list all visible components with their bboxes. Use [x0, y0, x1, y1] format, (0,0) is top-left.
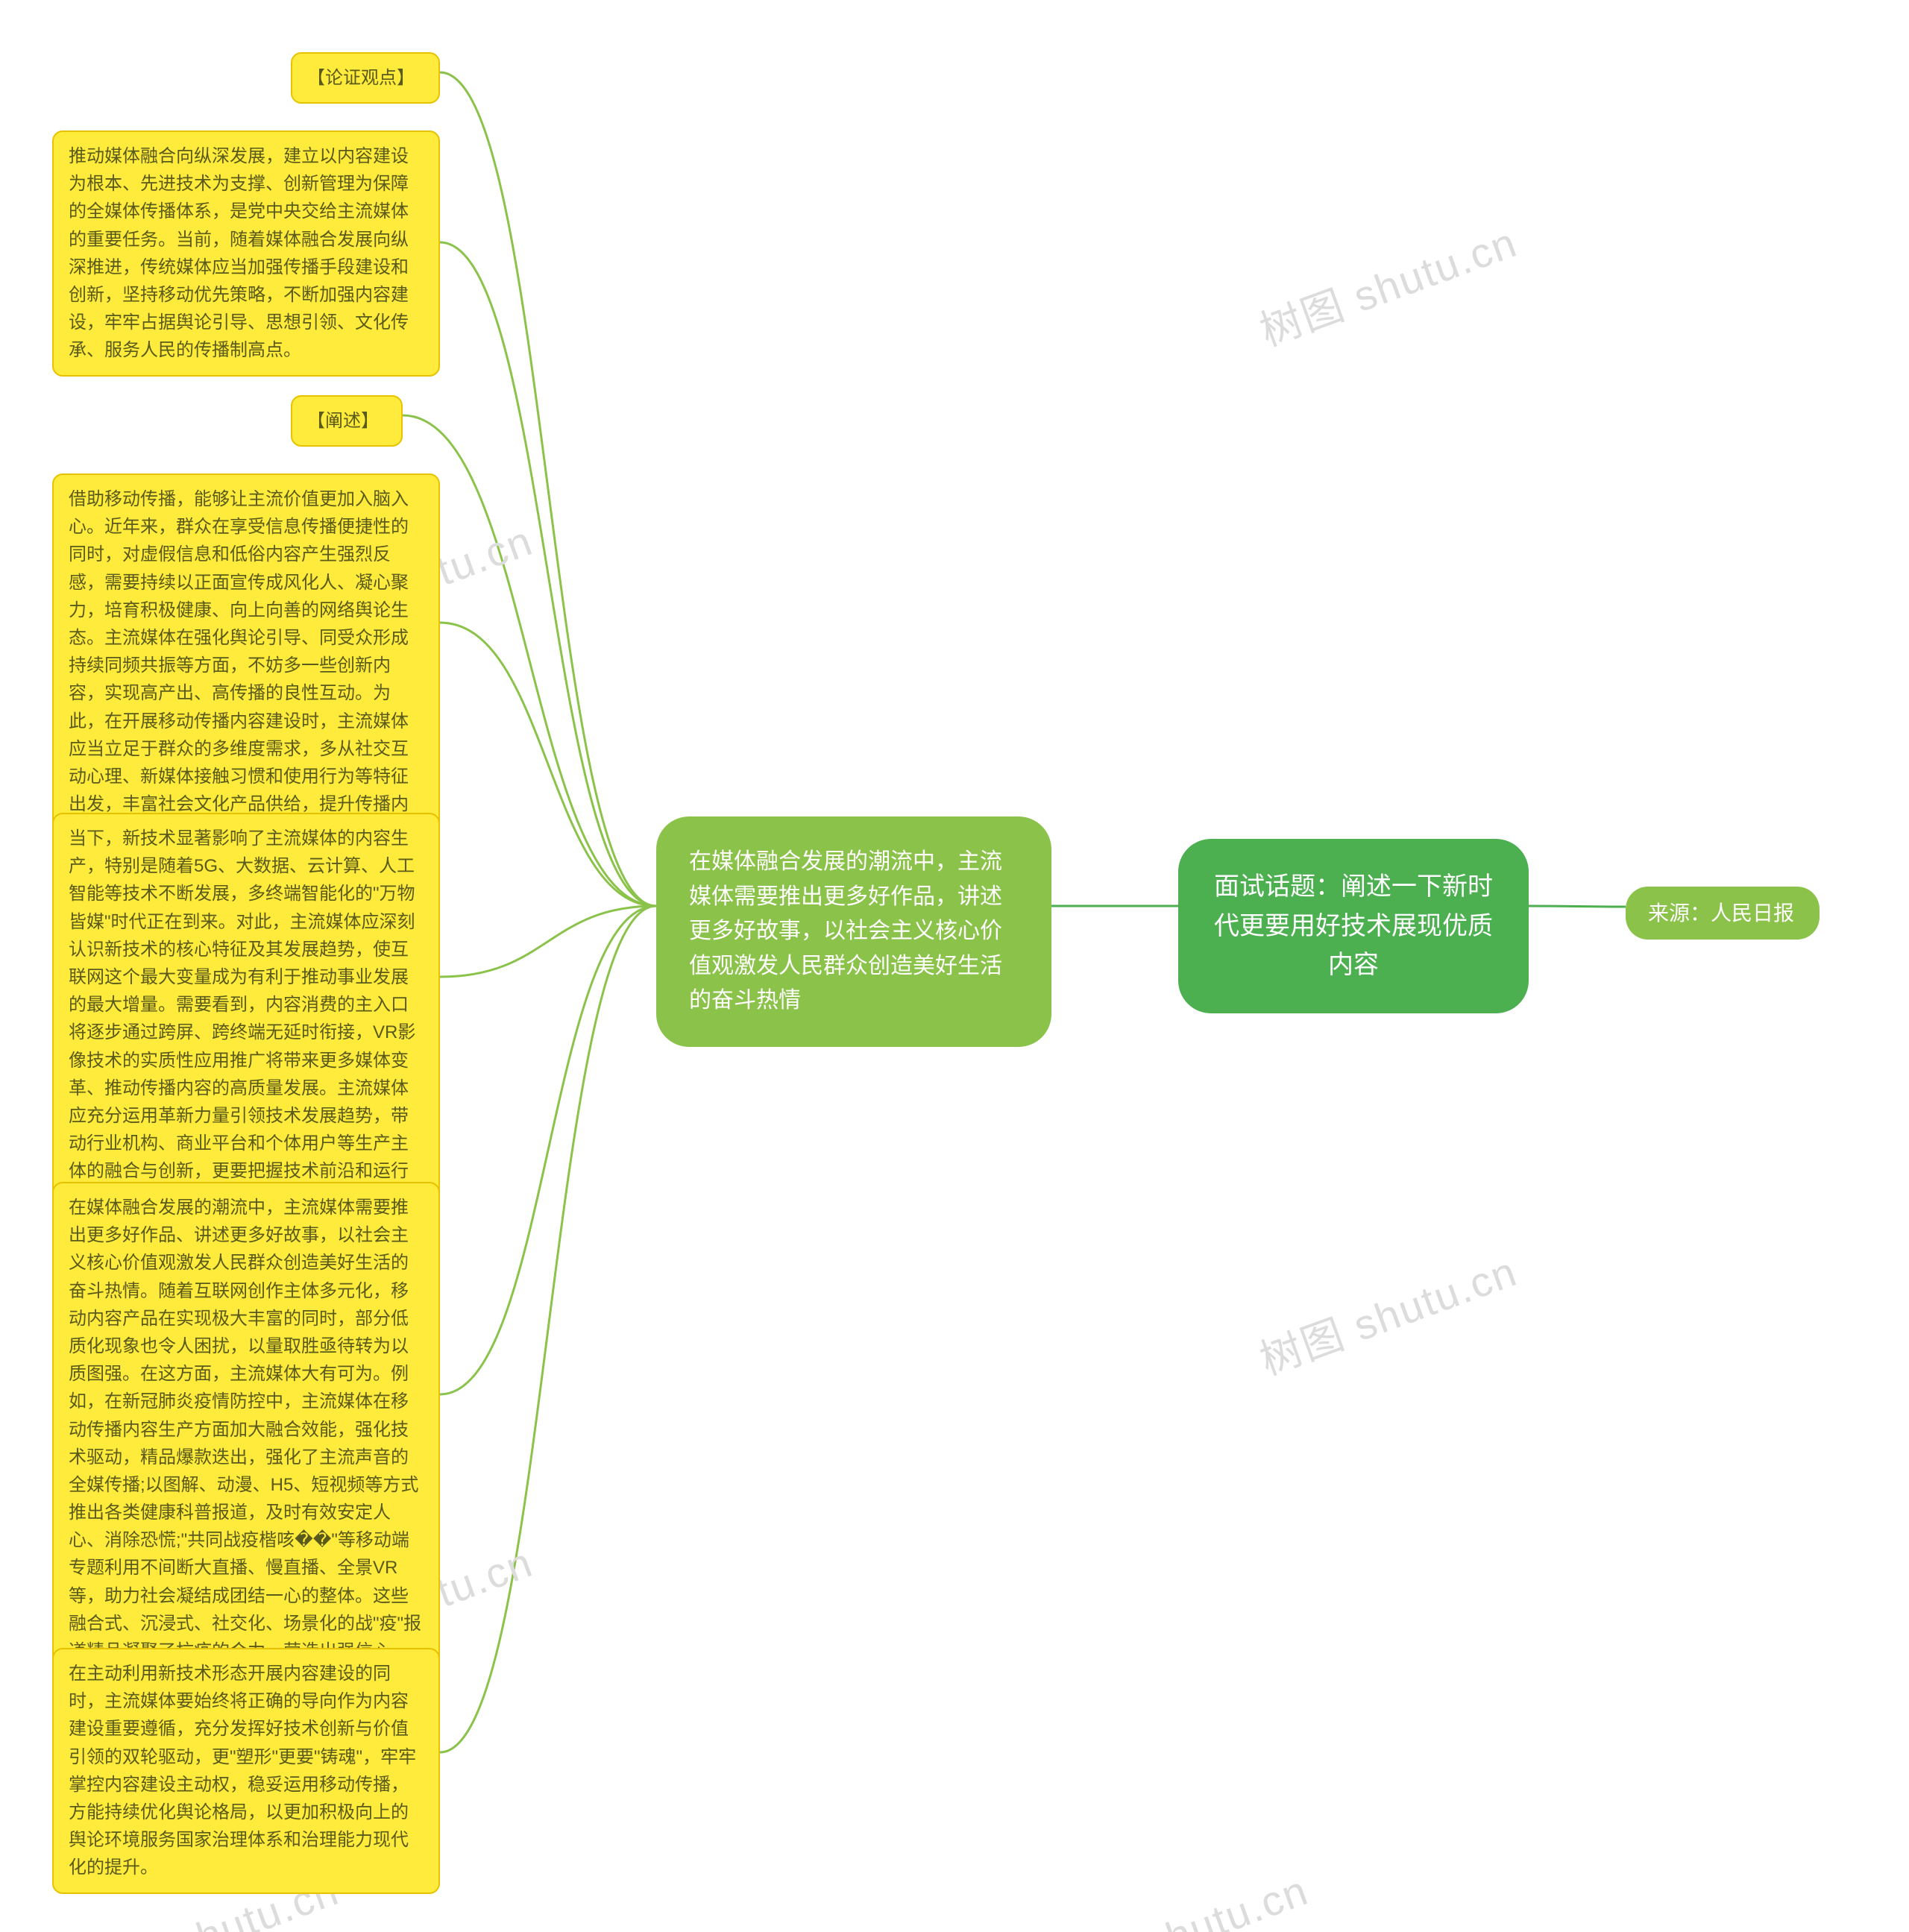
- watermark: 树图 shutu.cn: [1042, 1857, 1315, 1932]
- leaf-node-tag2[interactable]: 【阐述】: [291, 395, 403, 447]
- root-node[interactable]: 面试话题：阐述一下新时代更要用好技术展现优质内容: [1178, 839, 1529, 1013]
- connector: [440, 623, 656, 906]
- root-text: 面试话题：阐述一下新时代更要用好技术展现优质内容: [1214, 872, 1493, 979]
- leaf-text: 当下，新技术显著影响了主流媒体的内容生产，特别是随着5G、大数据、云计算、人工智…: [69, 828, 415, 1237]
- leaf-node-p1[interactable]: 推动媒体融合向纵深发展，建立以内容建设为根本、先进技术为支撑、创新管理为保障的全…: [52, 130, 440, 377]
- leaf-text: 推动媒体融合向纵深发展，建立以内容建设为根本、先进技术为支撑、创新管理为保障的全…: [69, 146, 409, 360]
- leaf-text: 【论证观点】: [307, 68, 415, 88]
- mindmap-canvas: 树图 shutu.cn树图 shutu.cn树图 shutu.cn树图 shut…: [0, 0, 1909, 1932]
- connector: [440, 906, 656, 977]
- leaf-text: 在主动利用新技术形态开展内容建设的同时，主流媒体要始终将正确的导向作为内容建设重…: [69, 1664, 416, 1878]
- watermark: 树图 shutu.cn: [1251, 1239, 1524, 1388]
- watermark: 树图 shutu.cn: [1251, 210, 1524, 359]
- connector: [403, 415, 656, 906]
- connector: [440, 906, 656, 1394]
- connector: [440, 242, 656, 906]
- leaf-node-p4[interactable]: 在媒体融合发展的潮流中，主流媒体需要推出更多好作品、讲述更多好故事，以社会主义核…: [52, 1182, 440, 1705]
- source-node[interactable]: 来源：人民日报: [1626, 887, 1820, 940]
- leaf-text: 在媒体融合发展的潮流中，主流媒体需要推出更多好作品、讲述更多好故事，以社会主义核…: [69, 1198, 421, 1689]
- leaf-node-p5[interactable]: 在主动利用新技术形态开展内容建设的同时，主流媒体要始终将正确的导向作为内容建设重…: [52, 1648, 440, 1894]
- connector: [440, 906, 656, 1752]
- leaf-node-p2[interactable]: 借助移动传播，能够让主流价值更加入脑入心。近年来，群众在享受信息传播便捷性的同时…: [52, 473, 440, 858]
- leaf-text: 借助移动传播，能够让主流价值更加入脑入心。近年来，群众在享受信息传播便捷性的同时…: [69, 489, 409, 842]
- connector: [440, 72, 656, 906]
- leaf-node-tag1[interactable]: 【论证观点】: [291, 52, 440, 104]
- sub-node[interactable]: 在媒体融合发展的潮流中，主流媒体需要推出更多好作品，讲述更多好故事，以社会主义核…: [656, 816, 1051, 1047]
- leaf-text: 【阐述】: [307, 411, 379, 431]
- connector: [1529, 906, 1626, 907]
- sub-text: 在媒体融合发展的潮流中，主流媒体需要推出更多好作品，讲述更多好故事，以社会主义核…: [689, 849, 1002, 1013]
- source-text: 来源：人民日报: [1648, 902, 1794, 925]
